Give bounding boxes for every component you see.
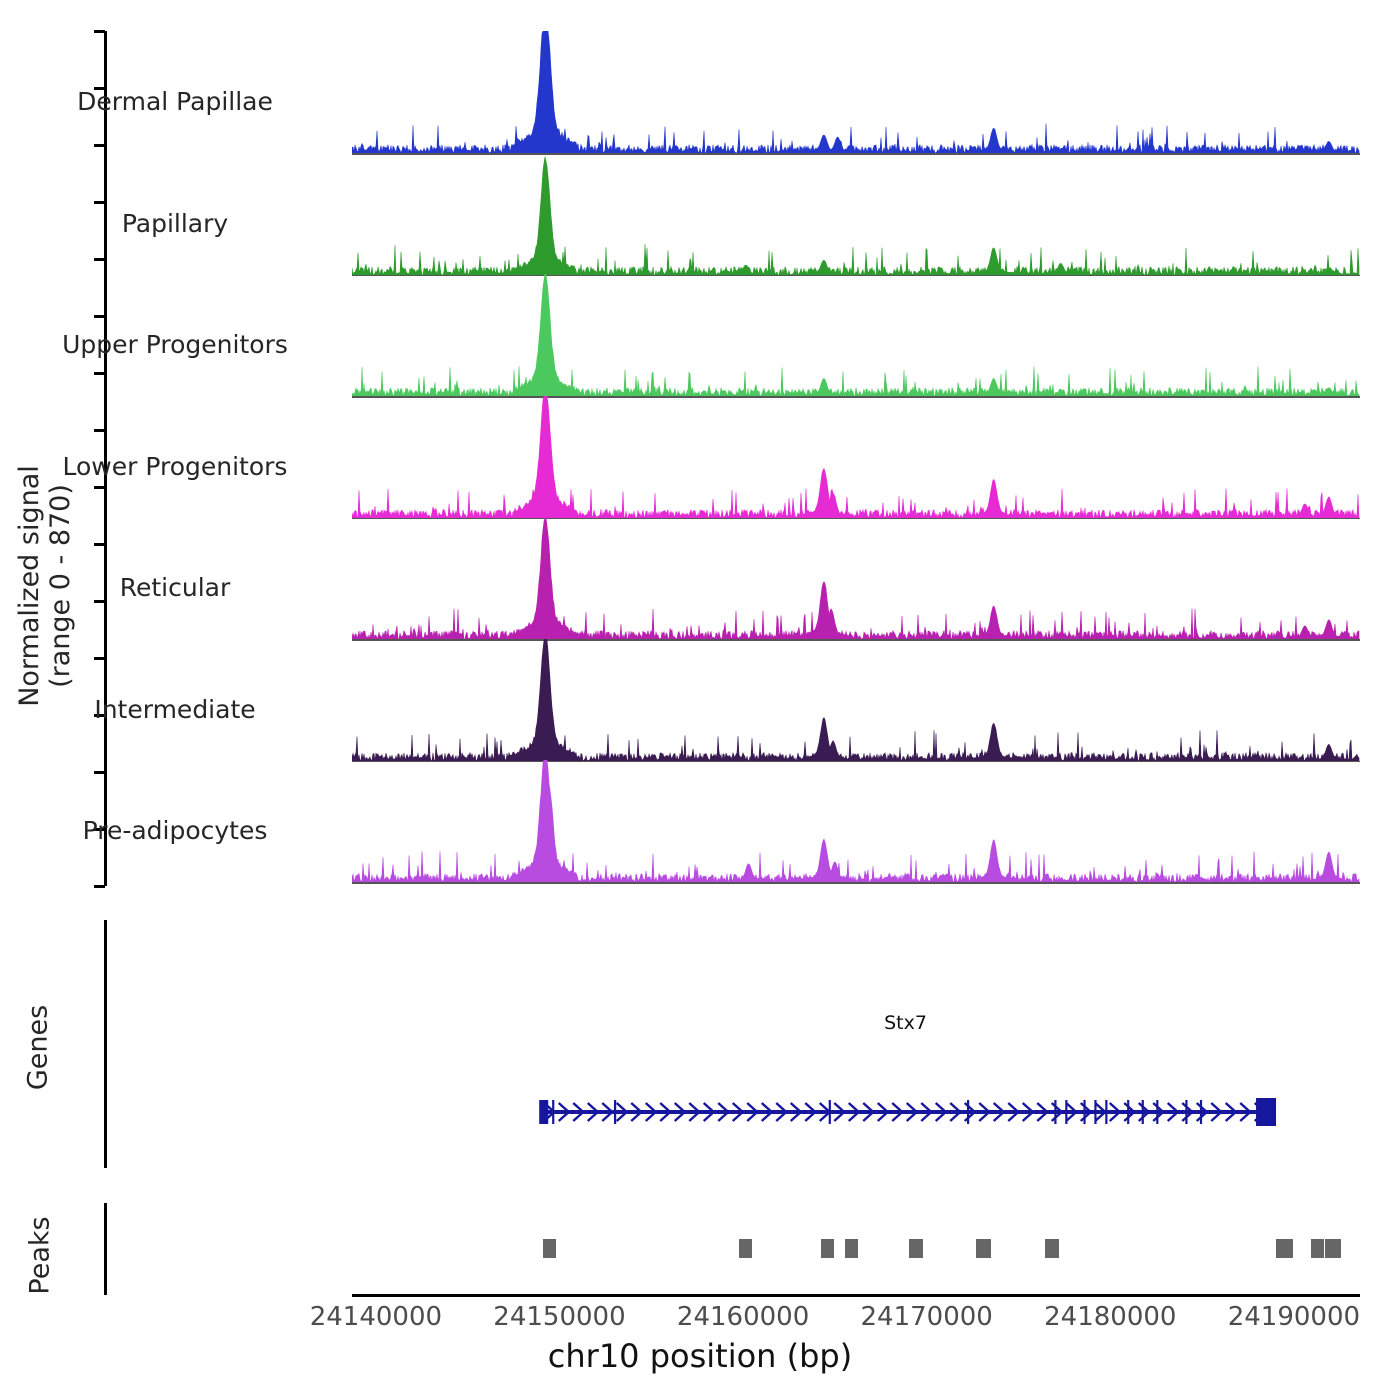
signal-track-upper-progenitors [352, 274, 1360, 396]
signal-axis-tick [94, 656, 105, 660]
peak-region[interactable] [543, 1239, 557, 1258]
signal-track-pre-adipocytes [352, 760, 1360, 882]
signal-axis-tick [94, 713, 105, 717]
signal-axis-tick [94, 542, 105, 546]
track-label-reticular: Reticular [119, 573, 231, 603]
signal-track-intermediate [352, 638, 1360, 761]
signal-axis-tick [94, 428, 105, 432]
genes-section-label: Genes [22, 1004, 54, 1091]
track-baseline [352, 274, 1360, 276]
track-baseline [352, 153, 1360, 155]
track-baseline [352, 639, 1360, 641]
x-axis-label: chr10 position (bp) [547, 1337, 853, 1375]
peak-region[interactable] [845, 1239, 859, 1258]
signal-axis-tick [94, 371, 105, 375]
track-baseline [352, 760, 1360, 762]
track-label-lower-progenitors: Lower Progenitors [62, 451, 288, 481]
track-label-intermediate: Intermediate [94, 694, 256, 724]
signal-axis-tick [94, 86, 105, 90]
signal-axis-tick [94, 257, 105, 261]
x-axis-tick-24170000: 24170000 [860, 1302, 993, 1332]
signal-axis-tick [94, 143, 105, 147]
peak-region[interactable] [1045, 1239, 1060, 1258]
x-axis-line [352, 1294, 1360, 1297]
signal-axis-tick [94, 884, 105, 888]
peaks-axis-spine [104, 1203, 107, 1295]
signal-track-lower-progenitors [352, 395, 1360, 518]
x-axis-tick-24150000: 24150000 [493, 1302, 626, 1332]
x-axis-tick-24180000: 24180000 [1044, 1302, 1177, 1332]
track-baseline [352, 517, 1360, 519]
genes-axis-spine [104, 920, 107, 1168]
signal-track-reticular [352, 517, 1360, 639]
peak-region[interactable] [976, 1239, 992, 1258]
peaks-section-label: Peaks [24, 1216, 56, 1295]
signal-axis-tick [94, 200, 105, 204]
peak-region[interactable] [821, 1239, 835, 1258]
signal-axis-tick [94, 827, 105, 831]
x-axis-tick-24190000: 24190000 [1227, 1302, 1361, 1332]
signal-axis-spine [104, 31, 107, 886]
peak-region[interactable] [1325, 1239, 1342, 1258]
track-baseline [352, 882, 1360, 884]
peak-region[interactable] [1310, 1239, 1324, 1258]
x-axis-tick-24160000: 24160000 [676, 1302, 810, 1332]
track-label-upper-progenitors: Upper Progenitors [62, 330, 288, 360]
peak-region[interactable] [909, 1239, 923, 1258]
signal-axis-tick [94, 29, 105, 33]
signal-axis-tick [94, 485, 105, 489]
x-axis-tick-24140000: 24140000 [309, 1302, 443, 1332]
track-label-papillary: Papillary [121, 208, 229, 238]
track-baseline [352, 396, 1360, 398]
signal-track-papillary [352, 153, 1360, 275]
signal-axis-tick [94, 599, 105, 603]
peak-region[interactable] [739, 1239, 753, 1258]
signal-axis-tick [94, 770, 105, 774]
peak-region[interactable] [1276, 1239, 1293, 1258]
signal-track-dermal-papillae [352, 31, 1360, 153]
track-label-pre-adipocytes: Pre-adipocytes [82, 816, 268, 846]
track-label-dermal-papillae: Dermal Papillae [77, 87, 273, 117]
signal-axis-tick [94, 314, 105, 318]
gene-label-stx7: Stx7 [884, 1012, 927, 1034]
